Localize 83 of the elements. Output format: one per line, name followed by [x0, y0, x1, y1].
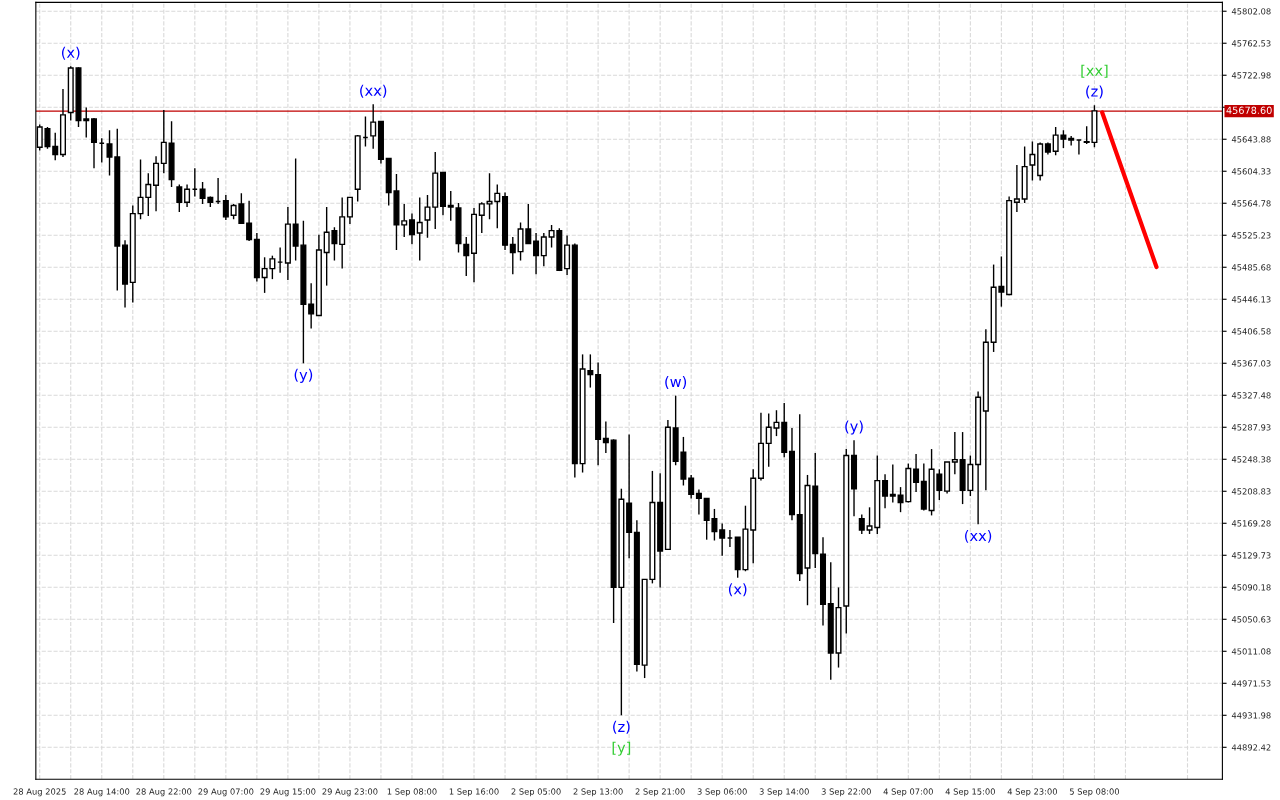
y-tick-label: 45287.93: [1231, 424, 1271, 431]
x-tick-label: 2 Sep 21:00: [635, 788, 685, 797]
y-tick-label: 45446.13: [1231, 296, 1271, 303]
candlestick: [695, 488, 702, 516]
y-tick-label: 45406.58: [1231, 328, 1271, 335]
y-tick-label: 45090.18: [1231, 584, 1271, 591]
candlestick: [1013, 164, 1020, 213]
candlestick: [370, 103, 377, 150]
candlestick: [688, 474, 695, 500]
candlestick: [52, 131, 59, 161]
y-tick-label: 45722.98: [1231, 72, 1271, 79]
text: (y): [845, 420, 863, 435]
text: (z) [y]: [612, 720, 631, 756]
y-tick-label: 45050.63: [1231, 616, 1271, 623]
candlestick: [540, 232, 547, 267]
candlestick: [858, 513, 865, 535]
y-tick-label: 45129.73: [1231, 552, 1271, 559]
candlestick: [882, 473, 889, 509]
text: (xx): [360, 84, 387, 98]
candlestick: [478, 201, 485, 234]
candlestick: [889, 463, 896, 504]
y-tick-label: 45367.03: [1231, 360, 1271, 367]
x-tick-label: 1 Sep 08:00: [387, 788, 437, 797]
candlestick: [913, 453, 920, 493]
y-tick-label: 44971.53: [1231, 680, 1271, 687]
candlestick: [160, 109, 167, 174]
candlestick: [719, 522, 726, 557]
text: [xx] (z): [1081, 64, 1108, 99]
candlestick: [1029, 140, 1036, 182]
candlestick: [90, 117, 98, 169]
y-tick-label: 45604.33: [1231, 168, 1271, 175]
candlestick: [408, 212, 415, 246]
y-tick-label: 45327.48: [1231, 392, 1271, 399]
y-tick-label: 45485.68: [1231, 264, 1271, 271]
candlestick: [564, 234, 571, 276]
y-tick-label: 44931.98: [1231, 712, 1271, 719]
x-tick-label: 4 Sep 15:00: [945, 788, 995, 797]
candlestick: [533, 232, 540, 275]
candlestick: [509, 236, 516, 275]
x-tick-label: 3 Sep 06:00: [697, 788, 747, 797]
x-tick-label: 2 Sep 13:00: [573, 788, 623, 797]
x-tick-label: 29 Aug 23:00: [322, 788, 378, 797]
x-tick-label: 4 Sep 07:00: [883, 788, 933, 797]
x-tick-label: 5 Sep 08:00: [1069, 788, 1120, 797]
candlestick: [401, 203, 408, 238]
candlestick: [308, 282, 315, 330]
x-tick-label: 1 Sep 16:00: [449, 788, 499, 797]
ref-line-label: 45678.60: [1226, 106, 1272, 114]
y-tick-label: 45762.53: [1231, 40, 1271, 47]
x-tick-label: 2 Sep 05:00: [511, 788, 561, 797]
candlestick: [246, 199, 253, 242]
text: (x): [728, 583, 747, 597]
candlestick: [222, 194, 229, 221]
text: (xx): [965, 529, 992, 543]
candlestick: [1068, 135, 1075, 147]
x-tick-label: 3 Sep 14:00: [759, 788, 809, 797]
x-tick-label: 28 Aug 2025: [13, 788, 66, 797]
candlestick: [416, 196, 423, 262]
text: (w): [665, 376, 687, 389]
y-tick-label: 45169.28: [1231, 520, 1271, 527]
y-tick-label: 45011.08: [1231, 648, 1271, 655]
y-tick-label: 44892.42: [1231, 744, 1271, 751]
x-tick-label: 4 Sep 23:00: [1007, 788, 1057, 797]
text: (y): [294, 368, 313, 383]
candlestick: [346, 196, 353, 225]
candlestick: [463, 236, 470, 277]
x-tick-label: 29 Aug 07:00: [198, 788, 254, 797]
y-tick-label: 45643.88: [1231, 136, 1271, 143]
y-tick-label: 45802.08: [1231, 8, 1271, 15]
y-tick-label: 45248.38: [1231, 456, 1271, 463]
candlestick: [602, 420, 609, 454]
candlestick: [184, 183, 191, 208]
y-tick-label: 45208.83: [1231, 488, 1271, 495]
candlestick: [951, 431, 958, 475]
x-tick-label: 29 Aug 15:00: [260, 788, 316, 797]
x-tick-label: 28 Aug 22:00: [136, 788, 192, 797]
y-tick-label: 45525.23: [1231, 232, 1271, 239]
x-tick-label: 28 Aug 14:00: [74, 788, 130, 797]
candlestick: [153, 155, 160, 212]
x-tick-label: 3 Sep 22:00: [821, 788, 871, 797]
text: (x): [61, 46, 80, 60]
y-tick-label: 45564.78: [1231, 200, 1271, 207]
candlestick: [176, 183, 183, 213]
